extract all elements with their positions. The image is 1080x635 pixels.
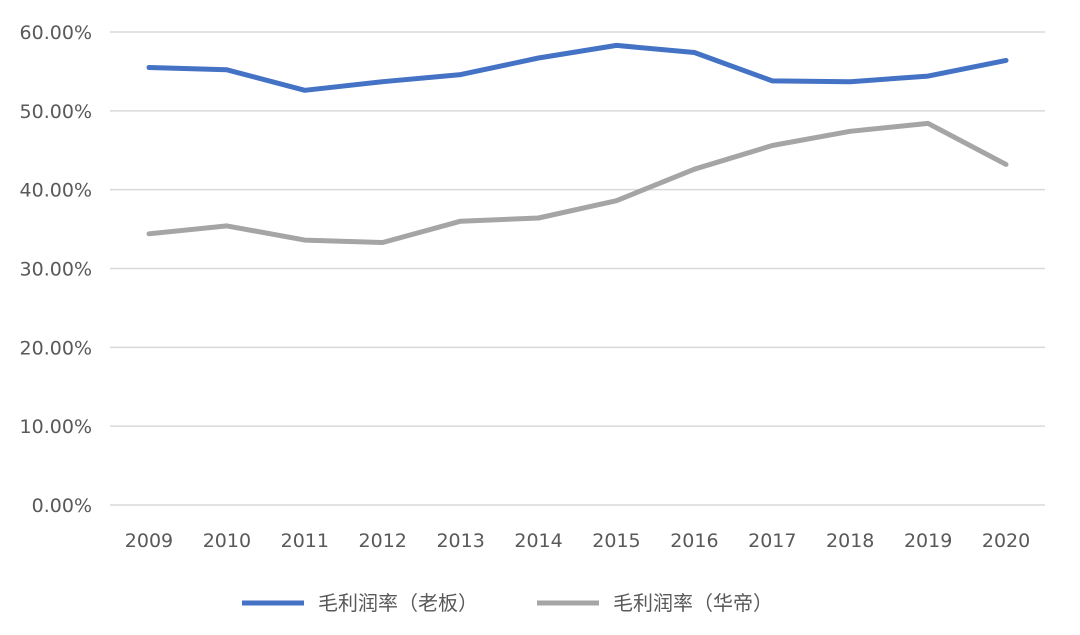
series-line-2 <box>146 120 1009 245</box>
x-tick-label: 2019 <box>904 530 952 552</box>
gridlines <box>110 31 1045 506</box>
series-lines <box>146 42 1009 245</box>
series-line-1 <box>146 42 1009 93</box>
y-tick-label: 50.00% <box>20 101 92 123</box>
x-tick-label: 2010 <box>203 530 251 552</box>
x-tick-label: 2017 <box>748 530 796 552</box>
x-tick-label: 2012 <box>359 530 407 552</box>
y-tick-label: 40.00% <box>20 180 92 202</box>
legend: 毛利润率（老板） 毛利润率（华帝） <box>242 591 773 615</box>
y-tick-label: 20.00% <box>20 337 92 359</box>
legend-label-2: 毛利润率（华帝） <box>613 591 773 615</box>
y-tick-label: 10.00% <box>20 416 92 438</box>
legend-label-1: 毛利润率（老板） <box>318 591 478 615</box>
x-tick-label: 2014 <box>514 530 562 552</box>
x-tick-label: 2015 <box>592 530 640 552</box>
y-tick-label: 30.00% <box>20 259 92 281</box>
x-tick-label: 2011 <box>281 530 329 552</box>
x-tick-label: 2016 <box>670 530 718 552</box>
x-tick-label: 2020 <box>982 530 1030 552</box>
x-axis-ticks: 2009 2010 2011 2012 2013 2014 2015 2016 2017 2018… <box>125 530 1030 552</box>
y-tick-label: 0.00% <box>32 495 92 517</box>
y-tick-label: 60.00% <box>20 22 92 44</box>
x-tick-label: 2013 <box>436 530 484 552</box>
y-axis-ticks: 0.00% 10.00% 20.00% 30.00% 40.00% 50.00% 60.00… <box>20 22 92 517</box>
x-tick-label: 2018 <box>826 530 874 552</box>
x-tick-label: 2009 <box>125 530 173 552</box>
